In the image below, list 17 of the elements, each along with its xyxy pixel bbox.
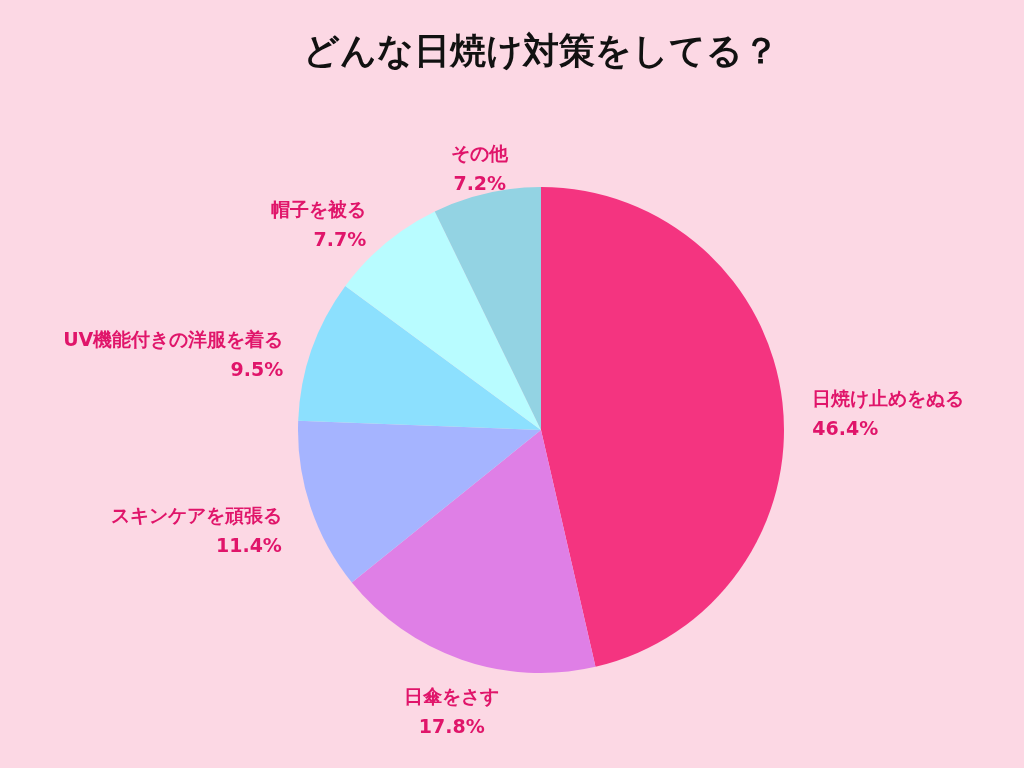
data-label: 7.7%: [313, 228, 367, 251]
pie-slice: [298, 420, 541, 583]
data-label: 9.5%: [230, 357, 284, 380]
data-label: 46.4%: [812, 417, 879, 440]
data-label: 11.4%: [215, 533, 282, 556]
slice-label: 日傘をさす: [404, 685, 500, 707]
slice-label: UV機能付きの洋服を着る: [63, 327, 284, 350]
slice-label: スキンケアを頑張る: [110, 503, 282, 526]
data-label: 7.2%: [453, 171, 507, 194]
slice-label: その他: [451, 141, 510, 164]
slice-label: 日焼け止めをぬる: [812, 387, 965, 410]
pie-slice: [541, 187, 784, 667]
chart-title: どんな日焼け対策をしてる？: [303, 30, 779, 71]
data-label: 17.8%: [418, 715, 485, 737]
slice-label: 帽子を被る: [271, 198, 367, 221]
pie-slice: [351, 430, 596, 673]
pie-slice: [298, 285, 541, 430]
